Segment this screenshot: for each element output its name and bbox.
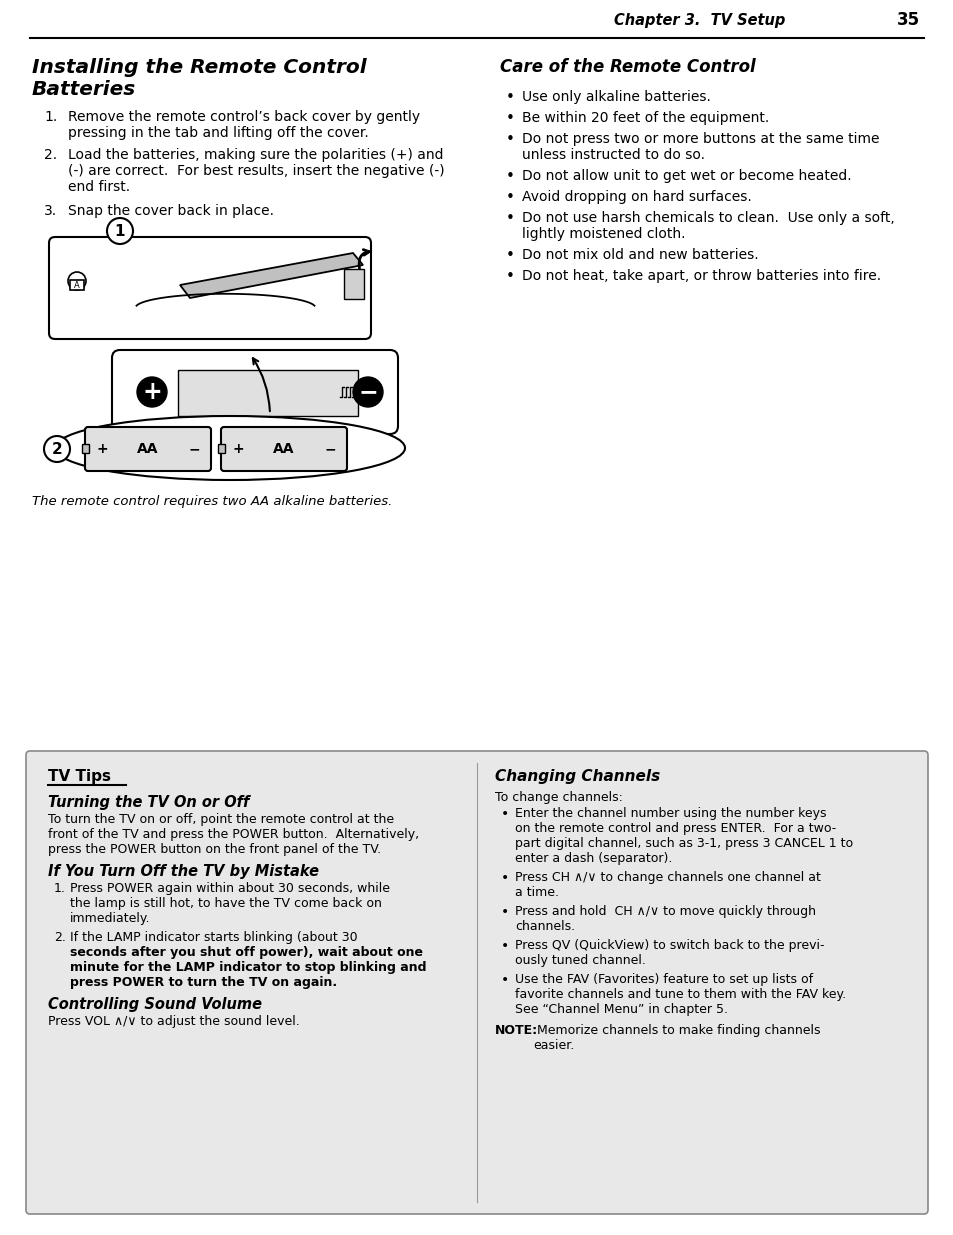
Text: 35: 35 [896, 11, 919, 28]
Text: •: • [500, 871, 509, 885]
Text: seconds after you shut off power), wait about one: seconds after you shut off power), wait … [70, 946, 422, 960]
FancyBboxPatch shape [112, 350, 397, 433]
Text: A: A [74, 282, 80, 290]
Text: Do not mix old and new batteries.: Do not mix old and new batteries. [521, 248, 758, 262]
FancyBboxPatch shape [344, 269, 364, 299]
Text: TV Tips: TV Tips [48, 769, 111, 784]
Text: If You Turn Off the TV by Mistake: If You Turn Off the TV by Mistake [48, 864, 318, 879]
Text: •: • [500, 905, 509, 919]
Text: Press CH ∧/∨ to change channels one channel at: Press CH ∧/∨ to change channels one chan… [515, 871, 820, 884]
Circle shape [137, 377, 167, 408]
Text: Memorize channels to make finding channels: Memorize channels to make finding channe… [533, 1024, 820, 1037]
Text: part digital channel, such as 3-1, press 3 CANCEL 1 to: part digital channel, such as 3-1, press… [515, 837, 852, 850]
Text: Be within 20 feet of the equipment.: Be within 20 feet of the equipment. [521, 111, 768, 125]
Text: 1.: 1. [54, 882, 66, 895]
Text: Do not press two or more buttons at the same time
unless instructed to do so.: Do not press two or more buttons at the … [521, 132, 879, 162]
Text: NOTE:: NOTE: [495, 1024, 537, 1037]
Text: •: • [505, 169, 514, 184]
Text: minute for the LAMP indicator to stop blinking and: minute for the LAMP indicator to stop bl… [70, 961, 426, 974]
FancyBboxPatch shape [221, 427, 347, 471]
Text: Do not allow unit to get wet or become heated.: Do not allow unit to get wet or become h… [521, 169, 851, 183]
Circle shape [353, 377, 382, 408]
Text: on the remote control and press ENTER.  For a two-: on the remote control and press ENTER. F… [515, 823, 836, 835]
Text: Avoid dropping on hard surfaces.: Avoid dropping on hard surfaces. [521, 190, 751, 204]
Text: AA: AA [137, 442, 158, 456]
Text: easier.: easier. [533, 1039, 574, 1052]
Text: •: • [505, 90, 514, 105]
Text: Turning the TV On or Off: Turning the TV On or Off [48, 795, 249, 810]
Text: If the LAMP indicator starts blinking (about 30: If the LAMP indicator starts blinking (a… [70, 931, 357, 944]
Text: front of the TV and press the POWER button.  Alternatively,: front of the TV and press the POWER butt… [48, 827, 418, 841]
Text: −: − [324, 442, 335, 456]
Text: +: + [96, 442, 108, 456]
Text: To turn the TV on or off, point the remote control at the: To turn the TV on or off, point the remo… [48, 813, 394, 826]
Ellipse shape [55, 416, 405, 480]
Text: AA: AA [273, 442, 294, 456]
Text: Remove the remote control’s back cover by gently
pressing in the tab and lifting: Remove the remote control’s back cover b… [68, 110, 419, 141]
Text: •: • [505, 269, 514, 284]
Text: enter a dash (separator).: enter a dash (separator). [515, 852, 672, 864]
Text: Use only alkaline batteries.: Use only alkaline batteries. [521, 90, 710, 104]
FancyBboxPatch shape [85, 427, 211, 471]
Text: Do not heat, take apart, or throw batteries into fire.: Do not heat, take apart, or throw batter… [521, 269, 881, 283]
Text: press the POWER button on the front panel of the TV.: press the POWER button on the front pane… [48, 844, 381, 856]
Text: •: • [505, 111, 514, 126]
Text: −: − [357, 380, 377, 404]
Polygon shape [180, 253, 363, 298]
Text: immediately.: immediately. [70, 911, 151, 925]
Text: •: • [505, 211, 514, 226]
FancyBboxPatch shape [178, 370, 357, 416]
Text: Snap the cover back in place.: Snap the cover back in place. [68, 204, 274, 219]
Text: Care of the Remote Control: Care of the Remote Control [499, 58, 755, 77]
Circle shape [107, 219, 132, 245]
Text: The remote control requires two AA alkaline batteries.: The remote control requires two AA alkal… [32, 495, 392, 508]
FancyBboxPatch shape [82, 445, 90, 453]
Text: 1.: 1. [44, 110, 57, 124]
Text: channels.: channels. [515, 920, 575, 932]
Text: Press QV (QuickView) to switch back to the previ-: Press QV (QuickView) to switch back to t… [515, 939, 823, 952]
Text: Batteries: Batteries [32, 80, 136, 99]
Text: To change channels:: To change channels: [495, 790, 622, 804]
FancyBboxPatch shape [49, 237, 371, 338]
Text: See “Channel Menu” in chapter 5.: See “Channel Menu” in chapter 5. [515, 1003, 727, 1016]
Text: the lamp is still hot, to have the TV come back on: the lamp is still hot, to have the TV co… [70, 897, 381, 910]
Text: Press and hold  CH ∧/∨ to move quickly through: Press and hold CH ∧/∨ to move quickly th… [515, 905, 815, 918]
Text: •: • [505, 248, 514, 263]
Text: •: • [505, 190, 514, 205]
Text: •: • [500, 973, 509, 987]
Text: Changing Channels: Changing Channels [495, 769, 659, 784]
Text: +: + [142, 380, 162, 404]
Text: •: • [500, 939, 509, 953]
Text: Chapter 3.  TV Setup: Chapter 3. TV Setup [614, 12, 785, 27]
Text: 2.: 2. [44, 148, 57, 162]
Text: Press POWER again within about 30 seconds, while: Press POWER again within about 30 second… [70, 882, 390, 895]
Text: •: • [505, 132, 514, 147]
Text: 1: 1 [114, 224, 125, 238]
Text: 3.: 3. [44, 204, 57, 219]
Text: Installing the Remote Control: Installing the Remote Control [32, 58, 366, 77]
Text: Controlling Sound Volume: Controlling Sound Volume [48, 997, 262, 1011]
Text: 2: 2 [51, 441, 62, 457]
Text: +: + [232, 442, 244, 456]
Text: Enter the channel number using the number keys: Enter the channel number using the numbe… [515, 806, 825, 820]
Text: Use the FAV (Favorites) feature to set up lists of: Use the FAV (Favorites) feature to set u… [515, 973, 812, 986]
Circle shape [44, 436, 70, 462]
Text: Press VOL ∧/∨ to adjust the sound level.: Press VOL ∧/∨ to adjust the sound level. [48, 1015, 299, 1028]
Text: 2.: 2. [54, 931, 66, 944]
FancyBboxPatch shape [70, 280, 84, 290]
Text: ously tuned channel.: ously tuned channel. [515, 953, 645, 967]
FancyBboxPatch shape [26, 751, 927, 1214]
Text: press POWER to turn the TV on again.: press POWER to turn the TV on again. [70, 976, 336, 989]
Text: a time.: a time. [515, 885, 558, 899]
Text: Load the batteries, making sure the polarities (+) and
(-) are correct.  For bes: Load the batteries, making sure the pola… [68, 148, 444, 194]
Text: Do not use harsh chemicals to clean.  Use only a soft,
lightly moistened cloth.: Do not use harsh chemicals to clean. Use… [521, 211, 894, 241]
Text: favorite channels and tune to them with the FAV key.: favorite channels and tune to them with … [515, 988, 845, 1002]
Text: •: • [500, 806, 509, 821]
Text: −: − [188, 442, 199, 456]
FancyBboxPatch shape [218, 445, 225, 453]
